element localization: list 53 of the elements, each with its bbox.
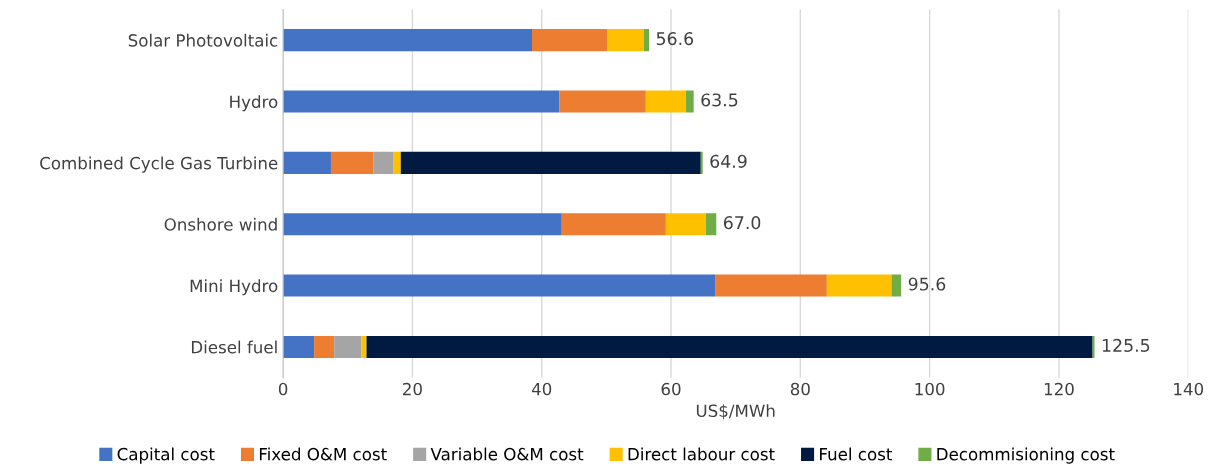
x-tick-label: 20 (403, 382, 422, 396)
total-label: 125.5 (1102, 338, 1150, 352)
bar (330, 151, 374, 174)
legend-label: Direct labour cost (628, 447, 775, 461)
legend-label: Capital cost (117, 447, 215, 464)
bar (373, 151, 394, 174)
bar (705, 213, 717, 236)
x-tick-label: 120 (1044, 382, 1074, 396)
bar (607, 29, 644, 52)
x-tick-label: 40 (531, 382, 552, 396)
x-tick-label: 140 (1174, 382, 1204, 396)
bar (559, 90, 646, 113)
y-tick-label: Hydro (230, 95, 278, 112)
bar (283, 90, 560, 113)
bar (314, 335, 335, 358)
bar (366, 335, 1093, 358)
legend-label: Fuel cost (820, 447, 893, 461)
bar (283, 29, 533, 52)
legend-label: Decommisioning cost (937, 447, 1115, 464)
y-tick-label: Diesel fuel (191, 340, 277, 354)
x-tick-label: 100 (915, 382, 945, 396)
legend-label: Variable O&M cost (430, 447, 584, 461)
bar (561, 213, 666, 236)
x-tick-label: 80 (790, 382, 810, 396)
bar (283, 213, 562, 236)
bar (891, 274, 902, 297)
y-tick-label: Combined Cycle Gas Turbine (40, 156, 278, 173)
y-tick-label: Solar Photovoltaic (128, 33, 278, 47)
total-label: 67.0 (723, 216, 761, 230)
bar (826, 274, 892, 297)
x-tick-label: 60 (661, 382, 681, 396)
bar (685, 90, 694, 113)
bar (283, 274, 716, 297)
bar (361, 335, 367, 358)
y-tick-label: Onshore wind (164, 217, 277, 231)
bar (400, 151, 701, 174)
total-label: 63.5 (701, 93, 738, 107)
y-tick-label: Mini Hydro (190, 279, 278, 296)
total-label: 56.6 (656, 32, 694, 46)
bar (645, 90, 686, 113)
total-label: 95.6 (908, 277, 946, 291)
x-tick-label: 0 (278, 382, 288, 396)
bar (532, 29, 608, 52)
bar (283, 151, 331, 174)
bar (643, 29, 650, 52)
bar (283, 335, 315, 358)
legend-label: Fixed O&M cost (259, 447, 387, 461)
bar (393, 151, 401, 174)
bar (715, 274, 827, 297)
bar (334, 335, 362, 358)
bar (665, 213, 706, 236)
x-axis-title: US$/MWh (696, 404, 775, 420)
total-label: 64.9 (710, 154, 747, 168)
